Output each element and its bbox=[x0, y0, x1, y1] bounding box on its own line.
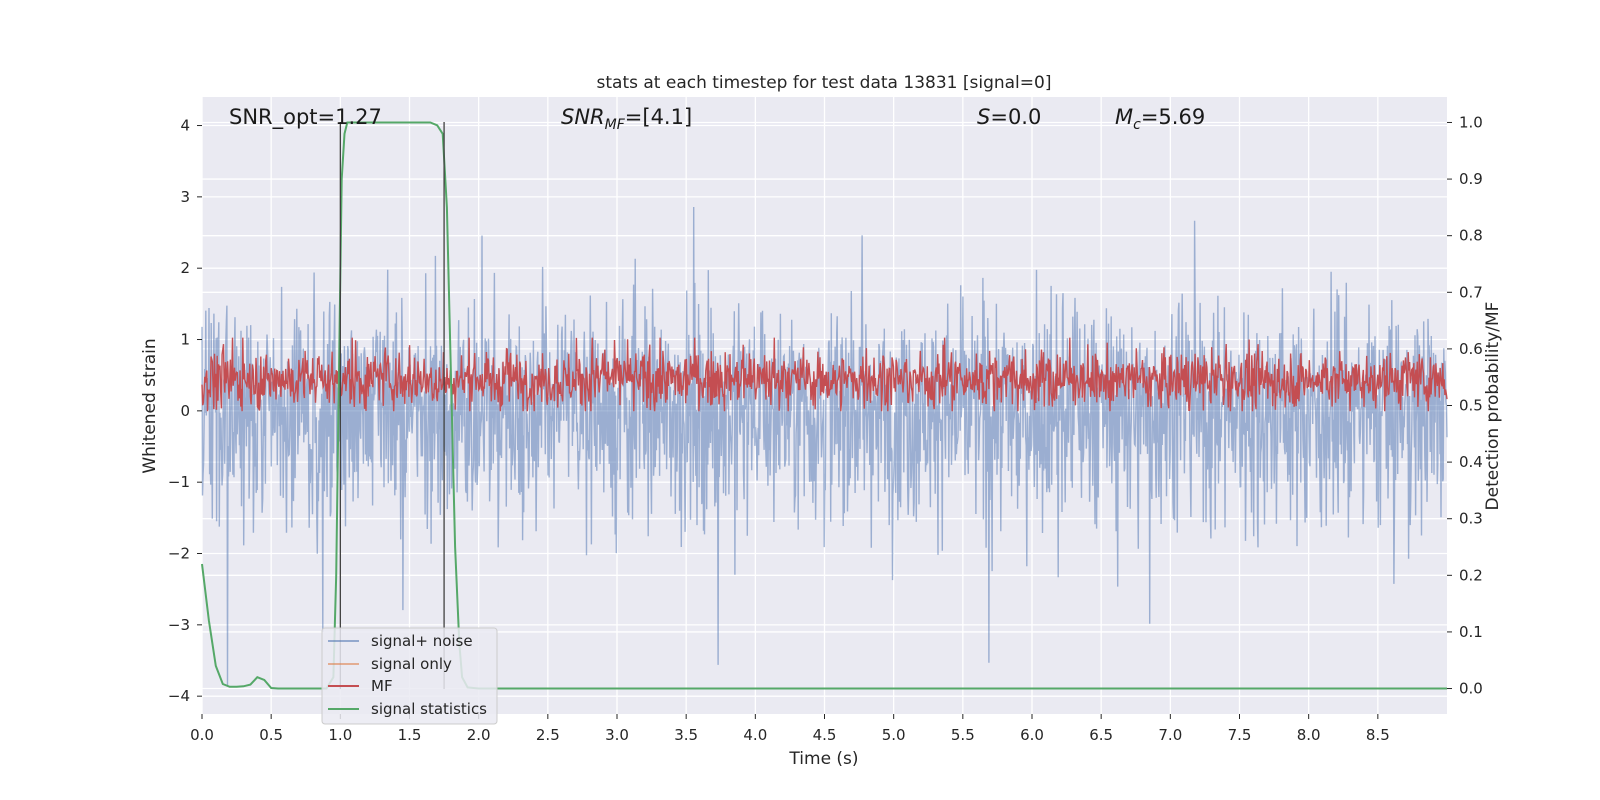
chart-title: stats at each timestep for test data 138… bbox=[597, 73, 1052, 93]
y-tick-label-right: 0.7 bbox=[1459, 283, 1483, 301]
legend-label-mf: MF bbox=[371, 677, 393, 695]
legend-label-stat: signal statistics bbox=[371, 700, 487, 718]
y-tick-label-right: 0.1 bbox=[1459, 623, 1483, 641]
vertical-markers bbox=[339, 121, 445, 690]
x-tick-label: 5.5 bbox=[951, 726, 975, 744]
y-tick-label-left: −1 bbox=[168, 473, 190, 491]
series-line-signal-statistics bbox=[201, 121, 1447, 690]
y-axis-label-right: Detection probability/MF bbox=[1483, 302, 1503, 511]
x-tick-label: 3.5 bbox=[674, 726, 698, 744]
x-tick-label: 1.5 bbox=[398, 726, 422, 744]
annotation-mc-value: =5.69 bbox=[1141, 105, 1205, 129]
x-tick-label: 8.5 bbox=[1366, 726, 1390, 744]
annotation-snr-mf-base: SNR bbox=[561, 105, 605, 129]
x-tick-label: 7.5 bbox=[1228, 726, 1252, 744]
signal-statistics-series-group bbox=[201, 121, 1447, 690]
y-tick-label-right: 0.0 bbox=[1459, 680, 1483, 698]
axis-ticks: 0.0 0.5 1.0 1.5 2.0 2.5 3.0 3.5 4.0 4.5 5.0 5.5 6.0 6… bbox=[168, 113, 1483, 744]
y-tick-label-right: 1.0 bbox=[1459, 113, 1483, 131]
legend-label-noise: signal+ noise bbox=[371, 632, 473, 650]
y-tick-label-right: 0.4 bbox=[1459, 453, 1483, 471]
x-tick-label: 6.5 bbox=[1089, 726, 1113, 744]
x-tick-label: 2.0 bbox=[467, 726, 491, 744]
annotation-mc: Mc=5.69 bbox=[1115, 105, 1205, 133]
series-line-signal-noise bbox=[201, 206, 1448, 686]
legend-label-signal-only: signal only bbox=[371, 655, 452, 673]
annotation-snr-mf-sub: MF bbox=[605, 117, 626, 133]
y-tick-label-left: 2 bbox=[180, 259, 190, 277]
x-tick-label: 7.0 bbox=[1158, 726, 1182, 744]
x-tick-label: 5.0 bbox=[882, 726, 906, 744]
y-tick-label-right: 0.6 bbox=[1459, 340, 1483, 358]
x-tick-label: 2.5 bbox=[536, 726, 560, 744]
y-tick-label-left: −2 bbox=[168, 545, 190, 563]
y-tick-label-left: 3 bbox=[180, 188, 190, 206]
annotation-s: S=0.0 bbox=[977, 105, 1041, 129]
annotation-snr-mf: SNRMF=[4.1] bbox=[561, 105, 692, 133]
annotation-snr-opt: SNR_opt=1.27 bbox=[229, 105, 382, 130]
y-tick-label-left: 0 bbox=[180, 402, 190, 420]
x-tick-label: 0.5 bbox=[259, 726, 283, 744]
y-tick-label-left: −3 bbox=[168, 616, 190, 634]
y-tick-label-right: 0.3 bbox=[1459, 510, 1483, 528]
y-tick-label-right: 0.9 bbox=[1459, 170, 1483, 188]
y-axis-label-left: Whitened strain bbox=[140, 338, 160, 473]
annotation-snr-mf-value: =[4.1] bbox=[625, 105, 692, 129]
y-tick-label-right: 0.5 bbox=[1459, 397, 1483, 415]
x-axis-label: Time (s) bbox=[788, 749, 858, 769]
x-tick-label: 4.5 bbox=[813, 726, 837, 744]
annotation-s-value: =0.0 bbox=[990, 105, 1041, 129]
annotation-s-base: S bbox=[977, 105, 990, 129]
y-tick-label-right: 0.2 bbox=[1459, 566, 1483, 584]
y-tick-label-left: −4 bbox=[168, 687, 190, 705]
y-tick-label-right: 0.8 bbox=[1459, 227, 1483, 245]
x-tick-label: 8.0 bbox=[1297, 726, 1321, 744]
x-tick-label: 0.0 bbox=[190, 726, 214, 744]
legend-box bbox=[321, 627, 498, 725]
legend: signal+ noise signal only MF signal stat… bbox=[321, 627, 498, 725]
annotation-mc-base: M bbox=[1115, 105, 1133, 129]
x-tick-label: 1.0 bbox=[328, 726, 352, 744]
y-tick-label-left: 1 bbox=[180, 331, 190, 349]
series-line-mf bbox=[201, 337, 1448, 412]
y-tick-label-left: 4 bbox=[180, 117, 190, 135]
x-tick-label: 3.0 bbox=[605, 726, 629, 744]
mf-series-group bbox=[201, 337, 1448, 412]
x-tick-label: 6.0 bbox=[1020, 726, 1044, 744]
annotation-mc-sub: c bbox=[1133, 117, 1141, 133]
noise-series-group bbox=[201, 206, 1448, 686]
x-tick-label: 4.0 bbox=[743, 726, 767, 744]
